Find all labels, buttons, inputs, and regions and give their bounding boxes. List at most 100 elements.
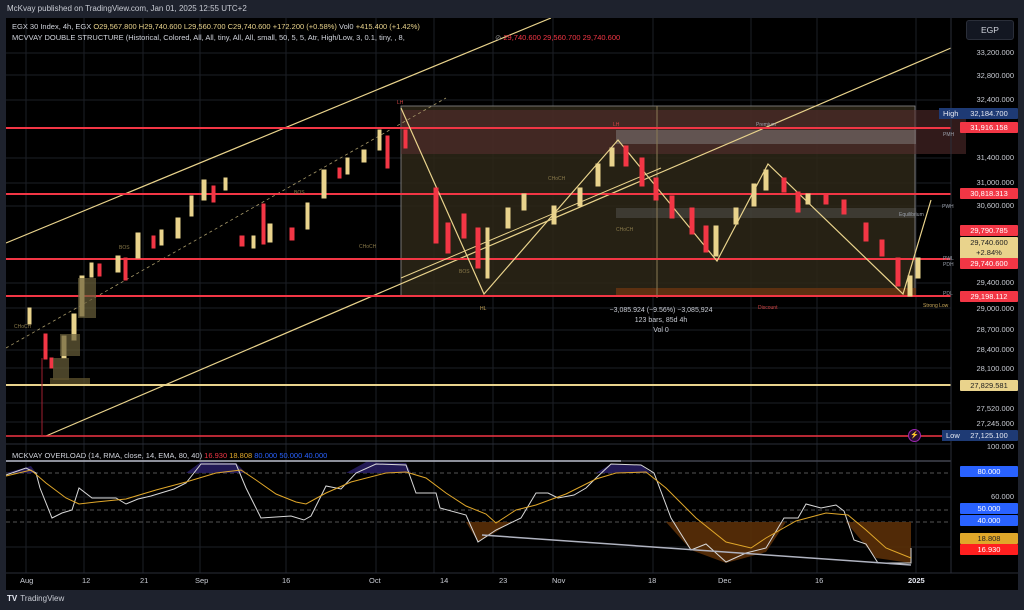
time-label: 23 xyxy=(499,576,508,585)
label-pwl: PWL xyxy=(943,256,954,262)
time-label: Dec xyxy=(718,576,732,585)
level-price-tag: 30,818.313 xyxy=(960,188,1018,199)
osc-value: 16.930 xyxy=(204,451,228,460)
label-bos-2: BOS xyxy=(294,190,305,196)
price-tick: 32,400.000 xyxy=(976,95,1014,104)
measure-change: −3,085.924 (−9.56%) −3,085,924 xyxy=(609,307,713,314)
low-price-tag: 27,125.100 xyxy=(960,430,1018,441)
time-label: 16 xyxy=(815,576,824,585)
price-tick: 30,600.000 xyxy=(976,201,1014,210)
current-price-tag: 29,740.600 +2.84% xyxy=(960,237,1018,259)
osc-level-80: 80.000 xyxy=(254,451,278,460)
close-price-tag: 29,740.600 xyxy=(960,258,1018,269)
range-measure-info: −3,085.924 (−9.56%) −3,085,924 123 bars,… xyxy=(586,306,736,336)
label-choch-2: CHoCH xyxy=(359,244,377,250)
level-price-tag: 29,198.112 xyxy=(960,291,1018,302)
symbol-name[interactable]: EGX 30 Index, 4h, EGX xyxy=(12,22,92,31)
currency-button[interactable]: EGP xyxy=(966,20,1014,40)
time-label-year: 2025 xyxy=(908,576,925,585)
indicator-name[interactable]: MCVVAY DOUBLE STRUCTURE (Historical, Col… xyxy=(12,33,405,42)
time-label: Sep xyxy=(195,576,209,585)
label-choch-4: CHoCH xyxy=(616,227,634,233)
time-label: Nov xyxy=(552,576,566,585)
indicator-legend-overload[interactable]: MCKVAY OVERLOAD (14, RMA, close, 14, EMA… xyxy=(12,451,327,460)
osc-signal-value: 18.808 xyxy=(229,451,253,460)
label-pdl: PDL xyxy=(943,291,953,297)
indicator-name[interactable]: MCKVAY OVERLOAD (14, RMA, close, 14, EMA… xyxy=(12,451,203,460)
price-tick: 29,400.000 xyxy=(976,278,1014,287)
label-choch-1: CHoCH xyxy=(14,324,32,330)
indicator-legend-structure[interactable]: MCVVAY DOUBLE STRUCTURE (Historical, Col… xyxy=(12,33,620,42)
time-label: Aug xyxy=(20,576,34,585)
low-value: L29,560.700 xyxy=(183,22,226,31)
time-label: 12 xyxy=(82,576,91,585)
osc-tag-value: 16.930 xyxy=(960,544,1018,555)
osc-tag-signal: 18.808 xyxy=(960,533,1018,544)
label-hl: HL xyxy=(480,306,487,312)
price-tick: 27,245.000 xyxy=(976,419,1014,428)
time-label: 16 xyxy=(282,576,291,585)
label-bos-3: BOS xyxy=(459,269,470,275)
high-label: High xyxy=(939,108,963,119)
time-label: Oct xyxy=(369,576,381,585)
level-price-tag: 29,790.785 xyxy=(960,225,1018,236)
label-bos-1: BOS xyxy=(119,245,130,251)
label-discount: Discount xyxy=(758,305,778,311)
osc-tag-40: 40.000 xyxy=(960,515,1018,526)
osc-tag-50: 50.000 xyxy=(960,503,1018,514)
change-value: +172.200 (+0.58%) xyxy=(272,22,337,31)
price-tick: 28,100.000 xyxy=(976,364,1014,373)
price-tick: 33,200.000 xyxy=(976,48,1014,57)
label-pmh: PMH xyxy=(943,132,955,138)
osc-level-40: 40.000 xyxy=(304,451,328,460)
tradingview-brand: TradingView xyxy=(20,594,65,603)
support-price-tag: 27,829.581 xyxy=(960,380,1018,391)
label-pwh: PWH xyxy=(942,204,954,210)
measure-volume: Vol 0 xyxy=(653,327,669,334)
chart-canvas[interactable] xyxy=(6,18,1018,590)
hidden-icon[interactable]: ⊘ xyxy=(494,33,502,42)
tradingview-icon: TV xyxy=(7,594,18,603)
price-tick: 29,000.000 xyxy=(976,304,1014,313)
chart-area[interactable]: EGX 30 Index, 4h, EGX O29,567.800 H29,74… xyxy=(6,18,1018,590)
current-price: 29,740.600 xyxy=(970,238,1008,247)
time-label: 21 xyxy=(140,576,149,585)
lightning-icon[interactable]: ⚡ xyxy=(908,429,921,442)
open-value: O29,567.800 xyxy=(93,22,137,31)
label-lh-1: LH xyxy=(397,100,404,106)
measure-bars: 123 bars, 85d 4h xyxy=(634,317,688,324)
indicator-value-3: 29,740.600 xyxy=(582,33,621,42)
label-premium: Premium xyxy=(756,122,777,128)
indicator-value-1: 29,740.600 xyxy=(503,33,541,42)
price-tick: 27,520.000 xyxy=(976,404,1014,413)
symbol-legend[interactable]: EGX 30 Index, 4h, EGX O29,567.800 H29,74… xyxy=(12,22,420,31)
price-tick: 28,400.000 xyxy=(976,345,1014,354)
label-lh-2: LH xyxy=(613,122,620,128)
tradingview-logo[interactable]: TV TradingView xyxy=(7,594,64,603)
close-value: C29,740.600 xyxy=(227,22,271,31)
label-choch-3: CHoCH xyxy=(548,176,566,182)
osc-tick: 60.000 xyxy=(991,492,1014,501)
high-price-tag: 32,184.700 xyxy=(960,108,1018,119)
current-change: +2.84% xyxy=(976,248,1002,257)
osc-level-50: 50.000 xyxy=(279,451,303,460)
volume-change: +415.400 (+1.42%) xyxy=(355,22,420,31)
osc-tick: 100.000 xyxy=(986,442,1014,451)
label-pdh: PDH xyxy=(943,262,954,268)
price-tick: 31,400.000 xyxy=(976,153,1014,162)
time-label: 18 xyxy=(648,576,657,585)
label-strong-low: Strong Low xyxy=(923,303,949,309)
pmh-price-tag: 31,916.158 xyxy=(960,122,1018,133)
price-tick: 31,000.000 xyxy=(976,178,1014,187)
osc-tag-80: 80.000 xyxy=(960,466,1018,477)
high-value: H29,740.600 xyxy=(138,22,182,31)
volume-label: Vol0 xyxy=(339,22,354,31)
publish-bar: McKvay published on TradingView.com, Jan… xyxy=(7,4,247,13)
indicator-value-2: 29,560.700 xyxy=(543,33,581,42)
label-equilibrium: Equilibrium xyxy=(899,212,924,218)
price-tick: 32,800.000 xyxy=(976,71,1014,80)
low-label: Low xyxy=(942,430,964,441)
price-tick: 28,700.000 xyxy=(976,325,1014,334)
price-axis[interactable]: 33,200.000 32,800.000 32,400.000 31,400.… xyxy=(951,18,1018,573)
time-label: 14 xyxy=(440,576,449,585)
